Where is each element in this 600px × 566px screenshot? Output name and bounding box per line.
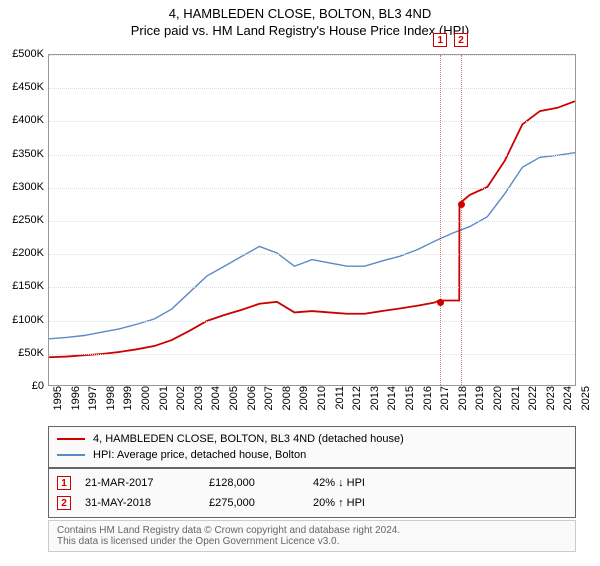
event-row: 1 21-MAR-2017 £128,000 42% ↓ HPI [57,473,567,493]
x-tick-label: 2008 [281,386,293,426]
event-hpi: 20% ↑ HPI [313,497,423,509]
sale-point-dot [458,201,465,208]
event-price: £128,000 [209,477,299,489]
event-date: 31-MAY-2018 [85,497,195,509]
y-tick-label: £150K [4,280,44,292]
x-tick-label: 1998 [105,386,117,426]
x-tick-label: 2025 [580,386,592,426]
legend: 4, HAMBLEDEN CLOSE, BOLTON, BL3 4ND (det… [48,426,576,468]
legend-label: 4, HAMBLEDEN CLOSE, BOLTON, BL3 4ND (det… [93,433,404,445]
events-table: 1 21-MAR-2017 £128,000 42% ↓ HPI 2 31-MA… [48,468,576,518]
series-line-property [49,101,575,357]
x-tick-label: 2020 [492,386,504,426]
chart-container: 4, HAMBLEDEN CLOSE, BOLTON, BL3 4ND Pric… [0,6,600,566]
gridline [49,121,575,122]
gridline [49,55,575,56]
x-tick-label: 1999 [122,386,134,426]
footer-attribution: Contains HM Land Registry data © Crown c… [48,520,576,552]
x-tick-label: 2023 [545,386,557,426]
x-tick-label: 2013 [369,386,381,426]
event-marker-icon: 2 [454,33,468,47]
x-tick-label: 2002 [175,386,187,426]
legend-swatch [57,454,85,456]
y-tick-label: £0 [4,380,44,392]
x-tick-label: 2014 [386,386,398,426]
x-tick-label: 2004 [210,386,222,426]
gridline [49,188,575,189]
event-marker-icon: 1 [433,33,447,47]
legend-swatch [57,438,85,440]
legend-row: 4, HAMBLEDEN CLOSE, BOLTON, BL3 4ND (det… [57,431,567,447]
event-marker-icon: 2 [57,496,71,510]
y-tick-label: £500K [4,48,44,60]
gridline [49,354,575,355]
event-marker-icon: 1 [57,476,71,490]
x-tick-label: 2012 [351,386,363,426]
x-tick-label: 2022 [527,386,539,426]
legend-label: HPI: Average price, detached house, Bolt… [93,449,306,461]
y-tick-label: £100K [4,314,44,326]
y-tick-label: £300K [4,181,44,193]
x-tick-label: 2024 [562,386,574,426]
chart-plot-area: 12 [48,54,576,386]
y-tick-label: £250K [4,214,44,226]
gridline [49,155,575,156]
x-tick-label: 2016 [422,386,434,426]
gridline [49,88,575,89]
x-tick-label: 1997 [87,386,99,426]
gridline [49,254,575,255]
x-tick-label: 2000 [140,386,152,426]
x-tick-label: 2003 [193,386,205,426]
y-tick-label: £450K [4,81,44,93]
y-tick-label: £350K [4,148,44,160]
event-vertical-line [440,55,441,385]
event-row: 2 31-MAY-2018 £275,000 20% ↑ HPI [57,493,567,513]
chart-subtitle: Price paid vs. HM Land Registry's House … [0,23,600,38]
x-tick-label: 1996 [70,386,82,426]
event-date: 21-MAR-2017 [85,477,195,489]
gridline [49,287,575,288]
x-tick-label: 2001 [158,386,170,426]
x-tick-label: 2021 [510,386,522,426]
y-tick-label: £200K [4,247,44,259]
footer-line: Contains HM Land Registry data © Crown c… [57,525,567,536]
x-tick-label: 2005 [228,386,240,426]
x-tick-label: 1995 [52,386,64,426]
y-tick-label: £50K [4,347,44,359]
gridline [49,321,575,322]
event-hpi: 42% ↓ HPI [313,477,423,489]
x-tick-label: 2009 [298,386,310,426]
gridline [49,221,575,222]
x-tick-label: 2010 [316,386,328,426]
x-tick-label: 2007 [263,386,275,426]
event-price: £275,000 [209,497,299,509]
x-tick-label: 2019 [474,386,486,426]
x-tick-label: 2011 [334,386,346,426]
x-tick-label: 2015 [404,386,416,426]
footer-line: This data is licensed under the Open Gov… [57,536,567,547]
y-tick-label: £400K [4,114,44,126]
x-tick-label: 2018 [457,386,469,426]
chart-title: 4, HAMBLEDEN CLOSE, BOLTON, BL3 4ND [0,6,600,21]
event-vertical-line [461,55,462,385]
chart-svg [49,55,575,385]
legend-row: HPI: Average price, detached house, Bolt… [57,447,567,463]
x-tick-label: 2017 [439,386,451,426]
sale-point-dot [437,299,444,306]
x-tick-label: 2006 [246,386,258,426]
